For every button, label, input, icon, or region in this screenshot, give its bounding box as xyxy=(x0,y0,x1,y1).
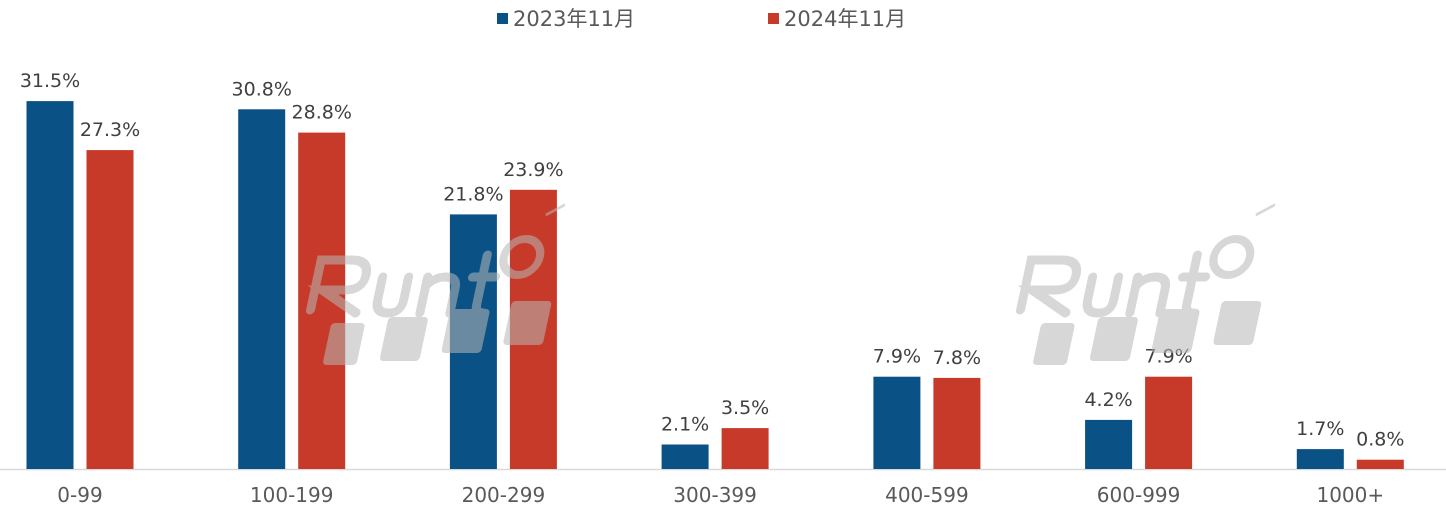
x-tick-label-1000+: 1000+ xyxy=(1316,483,1384,507)
bar-2024-300-399 xyxy=(721,428,769,469)
x-tick-label-600-999: 600-999 xyxy=(1097,483,1181,507)
bar-2023-400-599 xyxy=(873,376,921,469)
data-label-2023-400-599: 7.9% xyxy=(873,346,921,368)
legend-swatch-2023 xyxy=(497,12,508,24)
bar-2023-0-99 xyxy=(26,101,74,469)
x-tick-label-100-199: 100-199 xyxy=(250,483,334,507)
x-tick-label-300-399: 300-399 xyxy=(673,483,757,507)
bar-2024-100-199 xyxy=(298,132,346,469)
bar-2023-1000+ xyxy=(1296,449,1344,469)
legend-label-2024: 2024年11月 xyxy=(784,7,907,31)
legend-item-2024: 2024年11月 xyxy=(768,4,906,32)
data-label-2023-600-999: 4.2% xyxy=(1084,389,1132,411)
data-label-2023-300-399: 2.1% xyxy=(661,414,709,436)
bar-2024-1000+ xyxy=(1356,459,1404,469)
x-tick-label-0-99: 0-99 xyxy=(57,483,102,507)
bar-2023-100-199 xyxy=(238,109,286,470)
bar-2024-400-599 xyxy=(933,377,981,469)
bar-2024-200-299 xyxy=(509,189,557,470)
data-label-2024-400-599: 7.8% xyxy=(933,347,981,369)
data-label-2023-200-299: 21.8% xyxy=(443,183,503,205)
data-label-2024-200-299: 23.9% xyxy=(503,159,563,181)
bar-2023-600-999 xyxy=(1085,419,1133,469)
bar-2024-0-99 xyxy=(86,150,134,469)
bar-2023-200-299 xyxy=(449,214,497,469)
legend-label-2023: 2023年11月 xyxy=(513,7,636,31)
legend-swatch-2024 xyxy=(768,12,779,24)
data-label-2024-0-99: 27.3% xyxy=(80,119,140,141)
x-tick-label-200-299: 200-299 xyxy=(462,483,546,507)
data-label-2024-1000+: 0.8% xyxy=(1356,429,1404,451)
data-label-2024-100-199: 28.8% xyxy=(292,102,352,124)
legend: 2023年11月 2024年11月 xyxy=(0,4,1446,32)
bar-2024-600-999 xyxy=(1145,376,1193,469)
data-label-2023-0-99: 31.5% xyxy=(20,70,80,92)
data-label-2023-100-199: 30.8% xyxy=(232,78,292,100)
bar-2023-300-399 xyxy=(661,444,709,469)
legend-item-2023: 2023年11月 xyxy=(497,4,635,32)
data-label-2024-300-399: 3.5% xyxy=(721,397,769,419)
x-tick-label-400-599: 400-599 xyxy=(885,483,969,507)
data-label-2023-1000+: 1.7% xyxy=(1296,418,1344,440)
data-label-2024-600-999: 7.9% xyxy=(1144,346,1192,368)
